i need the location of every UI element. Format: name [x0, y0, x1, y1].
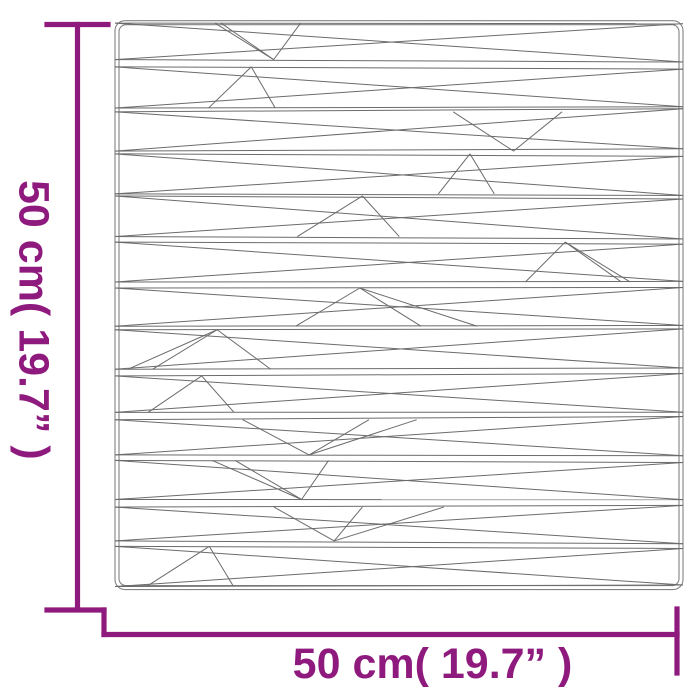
svg-text:50 cm( 19.7” ): 50 cm( 19.7” ): [10, 180, 58, 460]
svg-text:50 cm( 19.7” ): 50 cm( 19.7” ): [293, 640, 573, 688]
